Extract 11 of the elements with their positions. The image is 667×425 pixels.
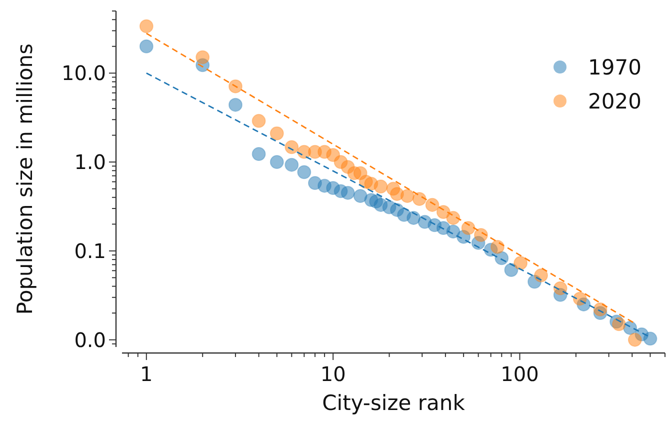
y-tick-label: 10.0 bbox=[61, 61, 106, 86]
x-tick-label: 1 bbox=[140, 362, 153, 386]
x-tick-label: 10 bbox=[320, 362, 346, 386]
legend-label: 2020 bbox=[588, 89, 642, 114]
x-axis-title: City-size rank bbox=[322, 391, 466, 415]
legend-label: 1970 bbox=[588, 55, 642, 80]
y-axis-title: Population size in millions bbox=[13, 43, 37, 315]
y-tick-label: 1.0 bbox=[74, 150, 106, 174]
x-tick-label: 100 bbox=[500, 362, 539, 386]
y-tick-label: 0.1 bbox=[74, 238, 106, 263]
y-tick-label: 0.0 bbox=[74, 328, 106, 352]
